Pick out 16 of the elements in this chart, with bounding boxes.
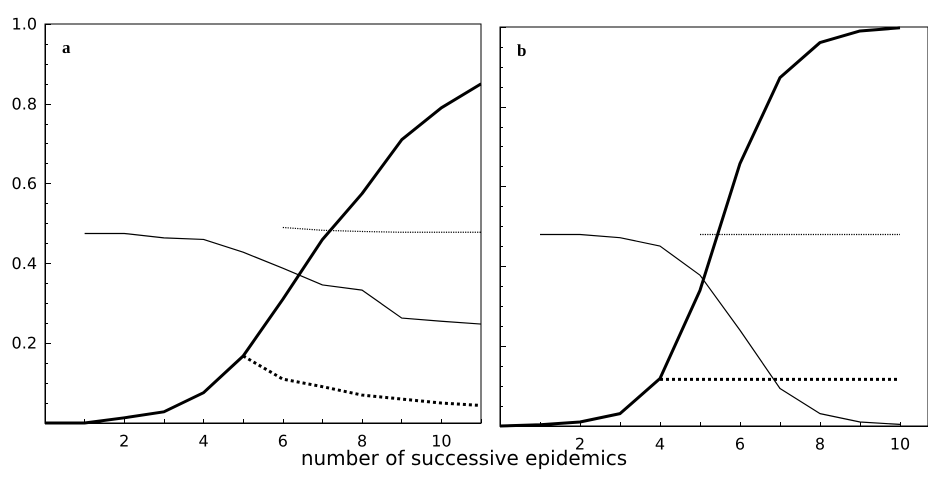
y-tick-label: 0.6 [12, 174, 37, 194]
x-tick-label: 8 [814, 434, 826, 454]
y-tick-label: 1.0 [12, 14, 37, 34]
y-tick-label: 0.4 [12, 254, 37, 273]
text: a [62, 38, 71, 57]
x-tick-label: 6 [278, 432, 288, 450]
text: b [517, 41, 526, 60]
y-tick-label: 0.8 [12, 94, 37, 114]
y-tick-label: 0.2 [12, 334, 37, 353]
x-tick-label: 10 [431, 432, 452, 450]
x-tick-label: 2 [119, 432, 130, 450]
x-tick-label: 4 [654, 434, 666, 454]
x-tick-label: 10 [890, 434, 910, 454]
x-tick-label: 6 [734, 434, 746, 454]
x-tick-label: 8 [356, 432, 368, 450]
x-tick-label: 4 [198, 432, 209, 450]
